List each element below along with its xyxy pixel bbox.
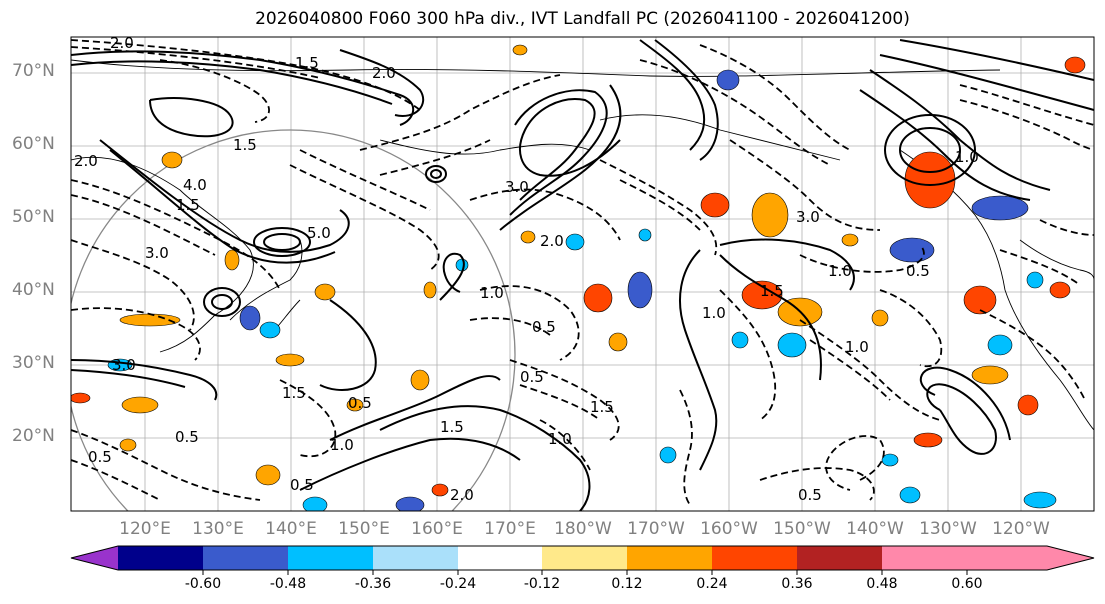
contour-label: 0.5 <box>348 394 372 412</box>
colorbar-tick-label: 0.48 <box>866 576 898 592</box>
contour-labels: 2.0 1.5 2.0 2.0 1.5 4.0 1.5 3.0 5.0 3.0 … <box>74 34 979 504</box>
colorbar-segment <box>203 546 288 570</box>
longitude-label: 150°W <box>773 519 831 539</box>
longitude-label: 170°W <box>627 519 685 539</box>
latitude-label: 20°N <box>12 426 55 446</box>
colorbar-tick-label: -0.36 <box>354 576 392 592</box>
colorbar-tick-label: -0.60 <box>184 576 222 592</box>
contour-label: 1.0 <box>330 436 354 454</box>
contour-label: 0.5 <box>175 428 199 446</box>
colorbar-segment <box>373 546 458 570</box>
contour-label: 1.0 <box>480 284 504 302</box>
map-title: 2026040800 F060 300 hPa div., IVT Landfa… <box>255 9 910 29</box>
latitude-label: 30°N <box>12 353 55 373</box>
contour-label: 0.5 <box>798 486 822 504</box>
contour-label: 1.5 <box>440 418 464 436</box>
longitude-label: 160°W <box>700 519 758 539</box>
contour-label: 2.0 <box>540 232 564 250</box>
longitude-label: 170°E <box>484 519 536 539</box>
contour-label: 2.0 <box>372 64 396 82</box>
colorbar-outline <box>70 545 1095 571</box>
contour-label: 0.5 <box>290 476 314 494</box>
longitude-label: 180°W <box>554 519 612 539</box>
latitude-label: 70°N <box>12 61 55 81</box>
contour-label: 0.5 <box>520 368 544 386</box>
contour-label: 2.0 <box>450 486 474 504</box>
longitude-label: 160°E <box>411 519 463 539</box>
colorbar-tick-label: -0.48 <box>269 576 307 592</box>
contour-label: 1.0 <box>548 430 572 448</box>
colorbar-segment <box>797 546 882 570</box>
longitude-label: 140°W <box>846 519 904 539</box>
colorbar-segment <box>118 546 203 570</box>
contour-label: 1.0 <box>845 338 869 356</box>
contour-label: 1.0 <box>702 304 726 322</box>
colorbar-tick-label: 0.12 <box>611 576 643 592</box>
latitude-label: 60°N <box>12 134 55 154</box>
colorbar-extend-right <box>882 546 1094 570</box>
longitude-label: 130°E <box>192 519 244 539</box>
longitude-label: 130°W <box>919 519 977 539</box>
colorbar-tick-label: 0.24 <box>696 576 728 592</box>
colorbar-extend-left <box>71 546 118 570</box>
colorbar <box>70 545 1095 575</box>
contour-label: 3.0 <box>505 178 529 196</box>
contour-label: 0.5 <box>532 318 556 336</box>
contour-label: 2.0 <box>74 152 98 170</box>
contour-label: 5.0 <box>307 224 331 242</box>
colorbar-segment <box>458 546 542 570</box>
latitude-label: 50°N <box>12 207 55 227</box>
contour-label: 1.5 <box>176 196 200 214</box>
contour-label: 1.5 <box>760 282 784 300</box>
contour-label: 3.0 <box>112 356 136 374</box>
contour-label: 1.0 <box>828 262 852 280</box>
latitude-label: 40°N <box>12 280 55 300</box>
contour-label: 1.5 <box>295 54 319 72</box>
contour-label: 1.0 <box>955 148 979 166</box>
contour-label: 2.0 <box>110 34 134 52</box>
longitude-label: 140°E <box>265 519 317 539</box>
colorbar-tick-label: -0.12 <box>523 576 561 592</box>
map-border <box>70 36 1095 512</box>
landfall-circle <box>71 129 516 511</box>
contour-label: 0.5 <box>906 262 930 280</box>
contour-label: 3.0 <box>796 208 820 226</box>
solid-contours <box>71 39 1094 511</box>
longitude-label: 120°W <box>992 519 1050 539</box>
colorbar-segment <box>288 546 373 570</box>
contour-label: 1.5 <box>233 136 257 154</box>
contour-label: 1.5 <box>282 384 306 402</box>
contour-label: 1.5 <box>590 398 614 416</box>
divergence-shading <box>71 44 1086 511</box>
colorbar-segment <box>712 546 797 570</box>
colorbar-tick-label: 0.60 <box>951 576 983 592</box>
colorbar-segment <box>627 546 712 570</box>
colorbar-tick-label: 0.36 <box>781 576 813 592</box>
contour-label: 3.0 <box>145 244 169 262</box>
colorbar-tick-label: -0.24 <box>439 576 477 592</box>
contour-label: 4.0 <box>183 176 207 194</box>
longitude-label: 120°E <box>119 519 171 539</box>
longitude-label: 150°E <box>338 519 390 539</box>
dashed-contours <box>71 39 1094 506</box>
colorbar-segment <box>542 546 627 570</box>
contour-label: 0.5 <box>88 448 112 466</box>
